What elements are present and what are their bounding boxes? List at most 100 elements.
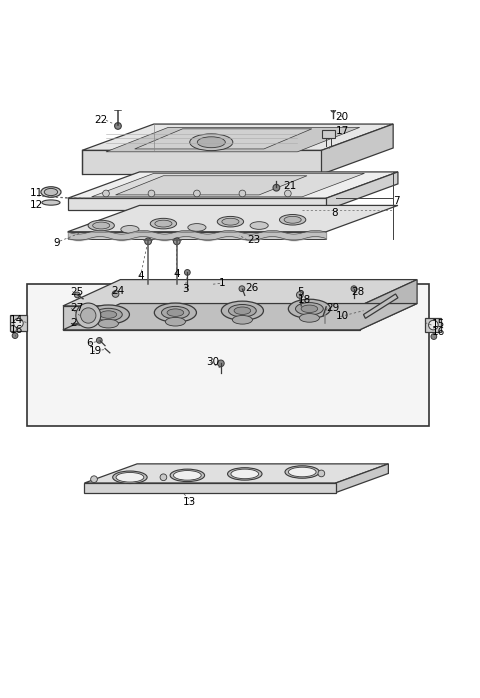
Bar xyxy=(27,284,429,426)
Text: 11: 11 xyxy=(29,188,43,198)
Circle shape xyxy=(148,190,155,197)
Text: 16: 16 xyxy=(432,327,444,337)
Circle shape xyxy=(184,269,190,275)
Polygon shape xyxy=(336,464,388,493)
Circle shape xyxy=(239,285,245,292)
Ellipse shape xyxy=(93,222,110,229)
Polygon shape xyxy=(63,306,360,330)
Polygon shape xyxy=(63,304,417,330)
Polygon shape xyxy=(323,130,335,138)
Circle shape xyxy=(12,333,18,339)
Ellipse shape xyxy=(170,469,204,482)
Ellipse shape xyxy=(228,468,262,480)
Circle shape xyxy=(145,238,152,245)
Polygon shape xyxy=(82,124,393,150)
Ellipse shape xyxy=(296,302,323,315)
Text: 1: 1 xyxy=(218,279,225,288)
Ellipse shape xyxy=(113,471,147,484)
Polygon shape xyxy=(68,205,398,232)
Circle shape xyxy=(297,292,303,298)
Circle shape xyxy=(273,184,280,191)
Text: 6: 6 xyxy=(86,339,93,348)
Polygon shape xyxy=(84,483,336,493)
Polygon shape xyxy=(68,198,326,210)
Ellipse shape xyxy=(197,137,225,148)
Text: 7: 7 xyxy=(393,195,400,206)
Text: 4: 4 xyxy=(137,272,144,281)
Text: 28: 28 xyxy=(351,287,364,297)
Text: 30: 30 xyxy=(206,357,220,367)
Circle shape xyxy=(318,470,324,477)
Circle shape xyxy=(431,334,437,339)
Ellipse shape xyxy=(121,225,139,233)
Ellipse shape xyxy=(100,311,117,318)
Ellipse shape xyxy=(285,466,320,478)
Ellipse shape xyxy=(42,200,60,205)
Ellipse shape xyxy=(88,221,114,231)
Circle shape xyxy=(160,474,167,481)
Ellipse shape xyxy=(165,318,185,326)
Circle shape xyxy=(285,190,291,197)
Text: 15: 15 xyxy=(432,319,444,329)
Ellipse shape xyxy=(87,305,130,324)
Ellipse shape xyxy=(301,305,318,313)
Circle shape xyxy=(96,338,102,343)
Circle shape xyxy=(239,190,246,197)
Ellipse shape xyxy=(44,188,58,195)
Circle shape xyxy=(331,107,336,112)
Ellipse shape xyxy=(279,214,306,225)
Circle shape xyxy=(13,318,23,328)
Ellipse shape xyxy=(231,469,259,479)
Ellipse shape xyxy=(167,309,184,316)
Text: 24: 24 xyxy=(111,285,124,296)
Text: 10: 10 xyxy=(336,311,349,322)
Ellipse shape xyxy=(232,315,252,324)
Text: 13: 13 xyxy=(182,497,196,507)
Text: 23: 23 xyxy=(247,235,261,245)
Text: 29: 29 xyxy=(326,304,339,313)
Ellipse shape xyxy=(155,220,172,227)
Text: 2: 2 xyxy=(70,318,77,327)
Circle shape xyxy=(351,285,357,292)
Polygon shape xyxy=(106,128,360,151)
Circle shape xyxy=(112,290,119,297)
Ellipse shape xyxy=(95,309,122,321)
Text: 27: 27 xyxy=(70,304,84,313)
Polygon shape xyxy=(425,318,441,332)
Text: 5: 5 xyxy=(298,287,304,297)
Text: 20: 20 xyxy=(336,112,349,122)
Ellipse shape xyxy=(228,304,256,317)
Ellipse shape xyxy=(190,134,233,151)
Polygon shape xyxy=(116,176,307,195)
Polygon shape xyxy=(10,315,27,331)
Ellipse shape xyxy=(234,307,251,314)
Polygon shape xyxy=(63,280,417,306)
Polygon shape xyxy=(135,129,312,149)
Circle shape xyxy=(91,476,97,482)
Polygon shape xyxy=(82,150,322,174)
Text: 21: 21 xyxy=(283,181,296,191)
Polygon shape xyxy=(363,294,398,318)
Text: 26: 26 xyxy=(245,283,258,292)
Ellipse shape xyxy=(41,187,61,198)
Ellipse shape xyxy=(150,218,177,229)
Text: 16: 16 xyxy=(10,325,24,335)
Circle shape xyxy=(103,190,109,197)
Circle shape xyxy=(115,123,121,129)
Circle shape xyxy=(236,232,242,238)
Ellipse shape xyxy=(221,301,264,320)
Circle shape xyxy=(173,238,180,245)
Ellipse shape xyxy=(161,306,189,319)
Polygon shape xyxy=(68,232,326,239)
Polygon shape xyxy=(326,172,398,210)
Ellipse shape xyxy=(155,303,196,322)
Text: 25: 25 xyxy=(70,287,84,297)
Ellipse shape xyxy=(173,470,201,480)
Ellipse shape xyxy=(284,216,301,223)
Ellipse shape xyxy=(300,313,320,322)
Text: 17: 17 xyxy=(336,126,349,135)
Circle shape xyxy=(74,292,80,298)
Circle shape xyxy=(217,360,224,366)
Ellipse shape xyxy=(188,223,206,231)
Ellipse shape xyxy=(250,222,268,230)
